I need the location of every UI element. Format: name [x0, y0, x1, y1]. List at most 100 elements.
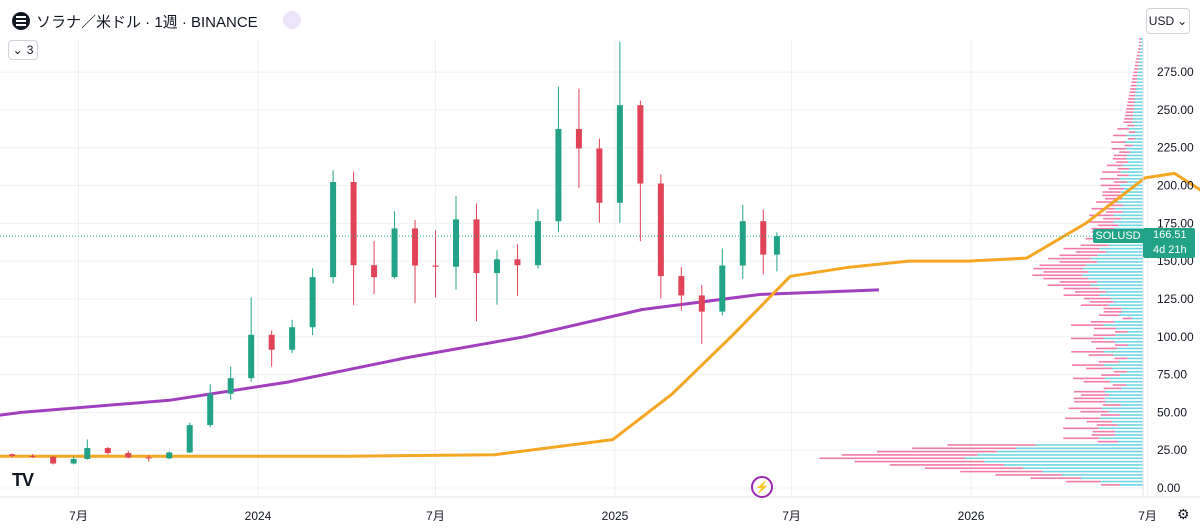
x-tick-label: 7月	[1138, 509, 1157, 523]
candle-body	[309, 277, 316, 328]
volume-profile-bar	[1086, 420, 1112, 423]
y-tick-label: 225.00	[1157, 141, 1194, 155]
volume-profile-bar	[1138, 68, 1143, 70]
candle-body	[70, 458, 77, 464]
volume-profile-bar	[1127, 101, 1135, 104]
volume-profile-bar	[1140, 41, 1143, 44]
candle-body	[739, 221, 746, 266]
volume-profile-bar	[1131, 81, 1137, 84]
volume-profile-bar	[1135, 91, 1143, 94]
volume-profile-bar	[1119, 414, 1143, 416]
volume-profile-bar	[1136, 84, 1143, 87]
y-tick-label: 275.00	[1157, 65, 1194, 79]
grid	[0, 40, 1149, 497]
volume-profile-bar	[1118, 440, 1143, 443]
candle-body	[657, 183, 664, 277]
volume-profile-bar	[1136, 58, 1140, 60]
volume-profile-bar	[1103, 311, 1122, 313]
volume-profile-bar	[1071, 364, 1104, 366]
volume-profile-bar	[1118, 360, 1143, 363]
volume-profile-bar	[1096, 347, 1118, 350]
candle-body	[698, 295, 705, 312]
volume-profile-bar	[1120, 404, 1143, 406]
candle-body	[371, 265, 378, 278]
candle-body	[473, 219, 480, 274]
candle-body	[9, 454, 16, 456]
volume-profile-bar	[1043, 277, 1089, 280]
volume-profile-bar	[1125, 111, 1134, 113]
indicator-count: 3	[26, 43, 34, 57]
volume-profile-bar	[1088, 271, 1143, 273]
x-tick-label: 2024	[245, 509, 272, 523]
volume-profile-bar	[819, 457, 966, 460]
volume-profile-bar	[1124, 118, 1133, 120]
volume-profile-bar	[1073, 397, 1105, 400]
currency-select[interactable]: USD ⌄	[1146, 8, 1190, 34]
volume-profile-bar	[1123, 164, 1143, 167]
volume-profile-bar	[1074, 291, 1106, 293]
volume-profile-bar	[1112, 384, 1127, 386]
candle-body	[760, 221, 767, 255]
gear-icon[interactable]: ⚙	[1177, 506, 1190, 522]
volume-profile-bar	[1117, 347, 1143, 350]
volume-profile-bar	[1135, 131, 1143, 133]
volume-profile-bar	[965, 457, 1143, 460]
volume-profile-bar	[1119, 151, 1130, 153]
volume-profile-bar	[1134, 64, 1139, 67]
volume-profile-bar	[1117, 128, 1129, 130]
volume-profile-bar	[1114, 340, 1143, 343]
share-icon[interactable]	[283, 11, 301, 29]
candle-body	[555, 128, 562, 222]
volume-profile-bar	[1129, 151, 1143, 153]
y-tick-label: 0.00	[1157, 481, 1181, 495]
volume-profile-bar	[1134, 104, 1143, 107]
volume-profile-bar	[977, 454, 1143, 456]
indicator-toggle-button[interactable]: ⌄ 3	[8, 40, 38, 60]
lightning-icon[interactable]: ⚡	[751, 476, 773, 498]
volume-profile-bar	[1126, 154, 1143, 157]
volume-profile-bar	[1043, 271, 1089, 273]
solana-logo-icon	[12, 12, 30, 30]
volume-profile-bar	[1137, 71, 1143, 74]
volume-profile-bar	[1100, 184, 1120, 187]
volume-profile-bar	[1099, 294, 1143, 297]
volume-profile-bar	[1100, 417, 1143, 420]
candle-body	[575, 128, 582, 149]
volume-profile-bar	[1081, 477, 1143, 480]
volume-profile-bar	[1108, 410, 1143, 413]
y-tick-label: 250.00	[1157, 103, 1194, 117]
volume-profile-bar	[1099, 247, 1143, 250]
volume-profile-bar	[1132, 78, 1138, 80]
volume-profile-bar	[1061, 474, 1143, 476]
volume-profile-bar	[1135, 61, 1139, 64]
volume-profile-bar	[1103, 387, 1122, 390]
volume-profile-bar	[1030, 477, 1082, 480]
volume-profile-bar	[1115, 334, 1143, 336]
volume-profile-bar	[1119, 484, 1143, 486]
volume-profile-bar	[1102, 194, 1121, 197]
volume-profile-bar	[1100, 480, 1143, 483]
x-tick-label: 7月	[782, 509, 801, 523]
volume-profile-bar	[1126, 108, 1134, 110]
y-tick-label: 75.00	[1157, 368, 1187, 382]
volume-profile-bar	[1131, 317, 1143, 320]
volume-profile-bar	[1114, 434, 1143, 436]
volume-profile-bar	[1086, 264, 1143, 267]
volume-profile-bar	[1091, 434, 1115, 436]
volume-profile-bar	[1128, 98, 1135, 100]
chart-title[interactable]: ソラナ／米ドル · 1週 · BINANCE	[36, 14, 258, 31]
volume-profile-bar	[1132, 74, 1138, 77]
volume-profile-bar	[1134, 101, 1143, 104]
volume-profile-bar	[1128, 174, 1143, 177]
candle-body	[773, 236, 780, 255]
volume-profile-bar	[1108, 187, 1125, 190]
volume-profile-bar	[1113, 134, 1127, 137]
volume-profile-bar	[1090, 321, 1115, 323]
volume-profile-bar	[1059, 254, 1098, 257]
volume-profile-bar	[1118, 224, 1143, 227]
volume-profile-bar	[1111, 141, 1126, 143]
volume-profile-bar	[877, 450, 997, 453]
volume-profile-bar	[960, 470, 1043, 473]
volume-profile-bar	[1117, 201, 1143, 203]
